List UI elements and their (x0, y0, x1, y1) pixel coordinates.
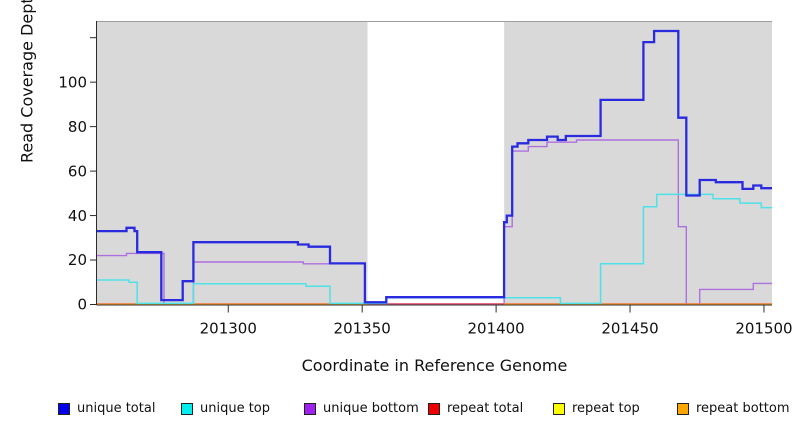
chart-legend: unique total unique top unique bottom repea… (0, 400, 792, 424)
legend-label: unique total (77, 401, 156, 416)
y-tick-label: 60 (68, 162, 87, 180)
legend-swatch-unique-top (181, 403, 193, 415)
y-tick-label: 20 (68, 251, 87, 269)
legend-label: unique bottom (323, 401, 419, 416)
legend-swatch-repeat-top (553, 403, 565, 415)
x-tick-label: 201400 (467, 320, 524, 338)
legend-swatch-repeat-bottom (677, 403, 689, 415)
x-tick-label: 201350 (334, 320, 391, 338)
legend-swatch-unique-bottom (304, 403, 316, 415)
legend-label: repeat total (447, 401, 524, 416)
y-tick-label: 100 (58, 73, 87, 91)
x-tick-label: 201450 (601, 320, 658, 338)
series-line-unique-total (97, 29, 772, 304)
legend-swatch-repeat-total (428, 403, 440, 415)
y-tick-label: 80 (68, 118, 87, 136)
x-axis-title: Coordinate in Reference Genome (301, 356, 568, 375)
legend-label: repeat bottom (696, 401, 790, 416)
series-line-unique-top (97, 193, 772, 305)
y-tick-label: 40 (68, 207, 87, 225)
y-tick-label: 0 (77, 296, 87, 314)
masked-region (367, 21, 505, 305)
legend-label: unique top (200, 401, 271, 416)
legend-swatch-unique-total (58, 403, 70, 415)
x-tick-label: 201500 (735, 320, 792, 338)
x-tick-label: 201300 (200, 320, 257, 338)
legend-label: repeat top (572, 401, 640, 416)
